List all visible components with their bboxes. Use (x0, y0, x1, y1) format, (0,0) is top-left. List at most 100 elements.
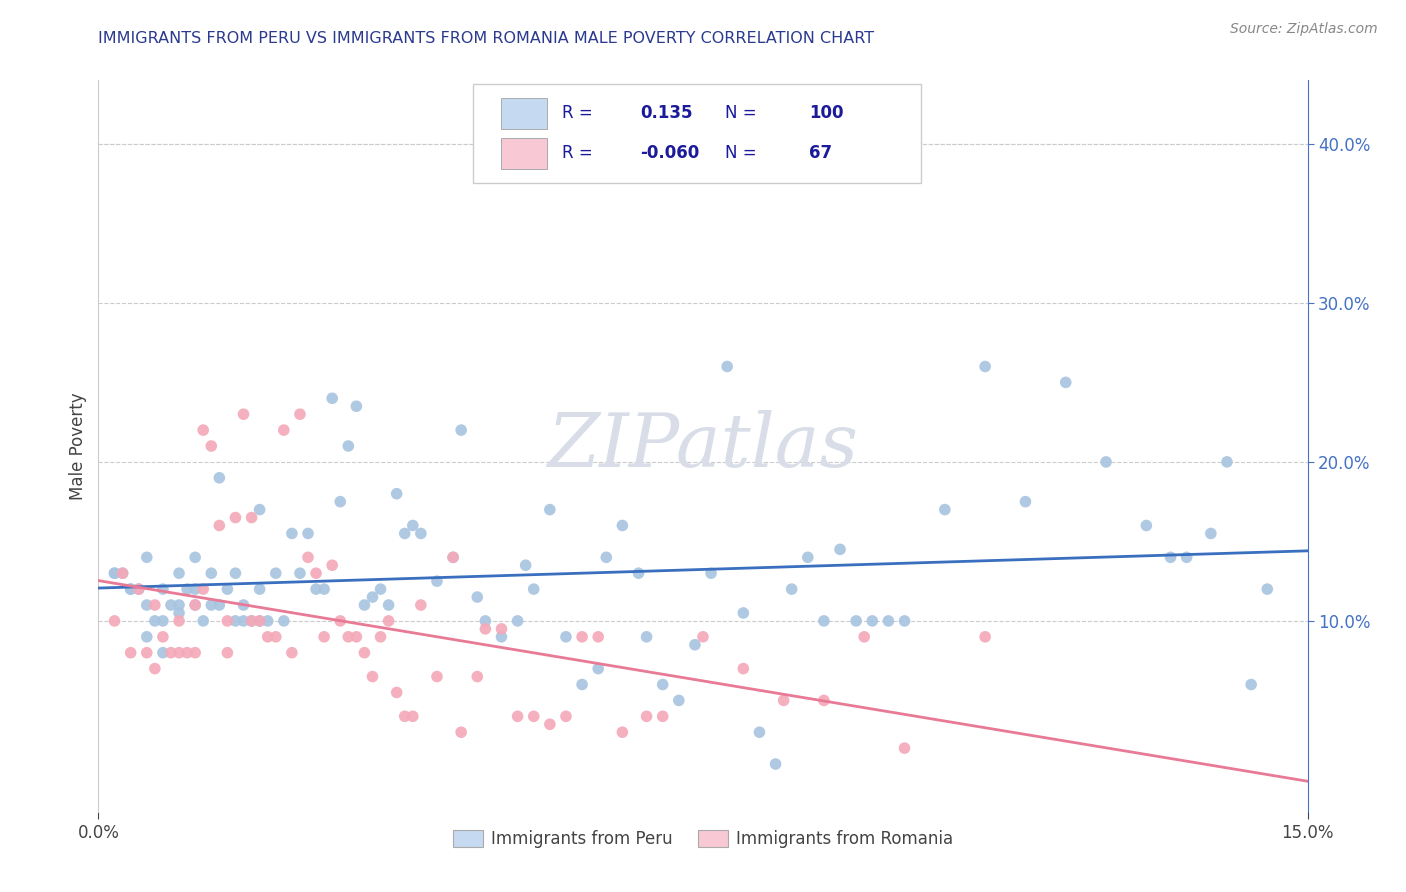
Point (249, 614, 271, 628)
Point (264, 566, 287, 581)
Point (217, 614, 239, 628)
Point (120, 646, 142, 660)
Point (474, 622, 496, 636)
Point (176, 582, 198, 596)
Point (692, 630, 714, 644)
Text: ZIPatlas: ZIPatlas (547, 409, 859, 483)
Point (765, 757, 787, 772)
Point (321, 558, 343, 573)
Point (450, 725, 472, 739)
Point (240, 510, 263, 524)
Point (249, 614, 271, 628)
Point (377, 614, 399, 628)
Point (571, 677, 593, 691)
Y-axis label: Male Poverty: Male Poverty (69, 392, 87, 500)
Point (893, 741, 915, 756)
Point (974, 630, 997, 644)
Point (232, 598, 254, 612)
Point (1175, 550, 1198, 565)
Point (1054, 376, 1077, 390)
Point (217, 646, 239, 660)
Point (571, 630, 593, 644)
Point (474, 614, 496, 628)
Point (224, 566, 246, 581)
Point (1014, 494, 1036, 508)
Point (111, 566, 134, 581)
Point (128, 582, 150, 596)
Point (636, 709, 658, 723)
Point (465, 669, 488, 683)
Point (281, 646, 304, 660)
Point (344, 399, 367, 413)
Point (828, 542, 851, 557)
Point (217, 582, 239, 596)
Point (305, 582, 328, 596)
Point (813, 693, 835, 707)
Text: Source: ZipAtlas.com: Source: ZipAtlas.com (1230, 22, 1378, 37)
Point (208, 471, 231, 485)
Point (273, 614, 295, 628)
Text: N =: N = (724, 104, 756, 122)
Point (877, 614, 900, 628)
Point (1095, 455, 1118, 469)
Point (256, 630, 278, 644)
Point (491, 630, 513, 644)
Point (409, 526, 432, 541)
Point (450, 423, 472, 437)
Point (120, 582, 142, 596)
Point (314, 582, 336, 596)
Point (249, 582, 271, 596)
Point (249, 502, 271, 516)
Point (426, 574, 449, 589)
Point (716, 359, 738, 374)
Point (103, 614, 125, 628)
Point (103, 566, 125, 581)
Point (297, 550, 319, 565)
Point (934, 502, 956, 516)
Point (523, 582, 546, 596)
Point (103, 566, 125, 581)
Point (394, 709, 416, 723)
Point (305, 566, 328, 581)
Point (612, 725, 634, 739)
Point (538, 717, 561, 731)
Point (555, 630, 578, 644)
Point (281, 526, 304, 541)
Point (111, 566, 134, 581)
FancyBboxPatch shape (501, 138, 547, 169)
Point (555, 709, 578, 723)
Point (152, 646, 174, 660)
Point (353, 598, 375, 612)
Point (184, 582, 207, 596)
Point (344, 630, 367, 644)
Point (167, 598, 190, 612)
Point (193, 423, 215, 437)
Point (595, 550, 617, 565)
Point (176, 646, 198, 660)
Point (329, 614, 352, 628)
Point (314, 630, 336, 644)
Point (264, 630, 287, 644)
Legend: Immigrants from Peru, Immigrants from Romania: Immigrants from Peru, Immigrants from Ro… (446, 823, 960, 855)
Point (772, 693, 794, 707)
Point (240, 614, 263, 628)
Point (780, 582, 803, 596)
Point (853, 630, 876, 644)
Point (200, 598, 222, 612)
Point (200, 566, 222, 581)
Point (1216, 455, 1239, 469)
Point (370, 582, 392, 596)
Point (394, 526, 416, 541)
Point (200, 439, 222, 453)
Point (402, 518, 425, 533)
Point (441, 550, 464, 565)
Point (627, 566, 650, 581)
Point (184, 646, 207, 660)
Point (426, 669, 449, 683)
Point (208, 518, 231, 533)
Point (273, 423, 295, 437)
Point (184, 598, 207, 612)
Point (297, 526, 319, 541)
Point (1256, 582, 1278, 596)
Point (506, 614, 529, 628)
